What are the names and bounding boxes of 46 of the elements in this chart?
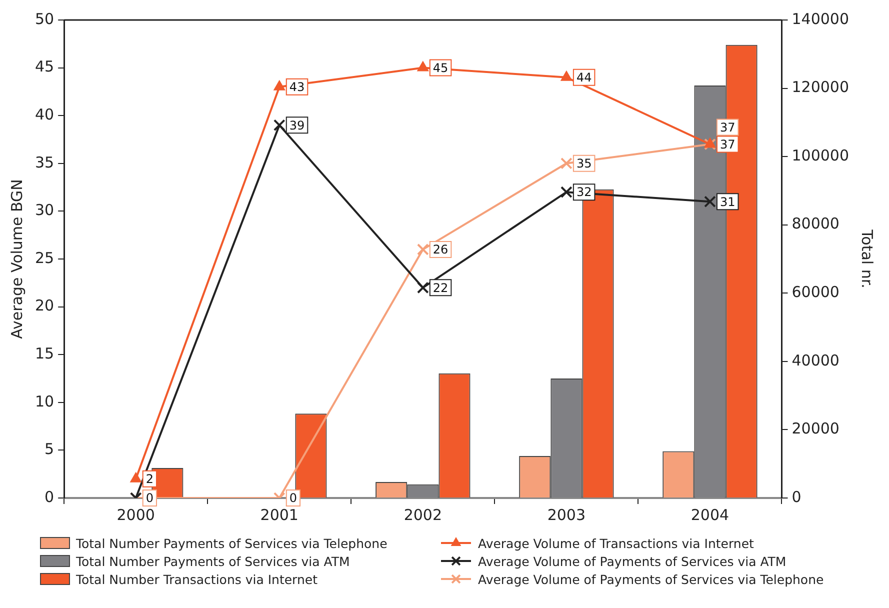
data-label: 0 — [289, 491, 298, 506]
y2-tick-label: 20000 — [792, 420, 840, 438]
data-label: 2 — [146, 472, 154, 486]
x-tick-label: 2001 — [260, 506, 298, 524]
data-label: 0 — [146, 491, 154, 506]
data-label: 37 — [720, 137, 736, 152]
legend-label: Average Volume of Transactions via Internet — [478, 536, 754, 550]
y2-tick-label: 120000 — [792, 78, 850, 96]
y-tick-label: 35 — [34, 153, 54, 172]
legend-label: Total Number Payments of Services via ATM — [76, 554, 350, 568]
data-label: 22 — [432, 280, 448, 295]
y2-tick-label: 0 — [792, 488, 802, 506]
data-label: 45 — [432, 60, 448, 75]
y2-tick-label: 140000 — [792, 10, 850, 28]
data-label: 35 — [576, 156, 592, 171]
y-tick-label: 10 — [34, 392, 54, 410]
y2-axis-title: Total nr. — [858, 228, 876, 288]
y2-tick-label: 80000 — [792, 214, 840, 233]
x-tick-label: 2004 — [690, 506, 730, 524]
y-tick-label: 30 — [34, 201, 54, 220]
y2-tick-label: 60000 — [792, 283, 840, 302]
data-label: 37 — [720, 120, 736, 134]
data-label: 44 — [576, 70, 592, 84]
data-label: 43 — [289, 80, 305, 94]
y-tick-label: 20 — [34, 296, 54, 315]
y-tick-label: 25 — [34, 248, 54, 267]
data-label: 32 — [576, 185, 592, 200]
legend-label: Total Number Payments of Services via Telephone — [76, 536, 388, 550]
data-label: 31 — [720, 194, 736, 209]
y-tick-label: 50 — [34, 10, 54, 28]
y-tick-label: 0 — [44, 488, 54, 506]
legend-label: Average Volume of Payments of Services via Telephone — [478, 572, 824, 586]
data-label: 26 — [432, 242, 448, 257]
y2-tick-label: 40000 — [792, 351, 840, 370]
legend-label: Average Volume of Payments of Services via ATM — [478, 554, 786, 568]
legend-label: Total Number Transactions via Internet — [76, 572, 318, 586]
y-tick-label: 5 — [44, 440, 54, 458]
data-label: 39 — [289, 118, 305, 132]
y-tick-label: 45 — [34, 58, 54, 76]
y-tick-label: 40 — [34, 105, 54, 124]
x-tick-label: 2002 — [404, 506, 442, 524]
y-axis-title: Average Volume BGN — [8, 179, 26, 339]
x-tick-label: 2000 — [116, 506, 155, 524]
y2-tick-label: 100000 — [792, 146, 850, 164]
x-tick-label: 2003 — [547, 506, 586, 524]
y-tick-label: 15 — [34, 344, 54, 362]
